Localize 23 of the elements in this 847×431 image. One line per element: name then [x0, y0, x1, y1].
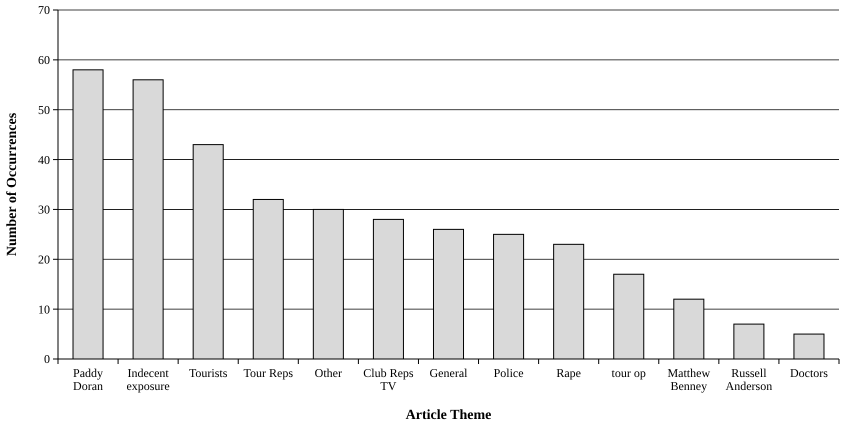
x-tick-label: Russell Anderson [726, 366, 772, 393]
x-tick-label: Rape [556, 366, 581, 380]
x-axis-title: Article Theme [406, 408, 492, 423]
y-tick-label: 40 [38, 152, 50, 167]
x-tick-label: Other [314, 366, 342, 380]
y-tick-label: 60 [38, 53, 50, 68]
y-tick-label: 10 [38, 302, 50, 316]
x-tick-label: Paddy Doran [73, 366, 104, 393]
x-tick-label: Club Reps TV [363, 366, 414, 393]
x-tick-label: Police [494, 366, 524, 380]
y-tick-label: 30 [38, 202, 50, 217]
y-tick-label: 0 [44, 352, 50, 366]
x-tick-label: Matthew Benney [667, 366, 710, 393]
y-tick-label: 70 [38, 3, 50, 18]
x-tick-label: General [430, 366, 468, 380]
y-tick-label: 50 [38, 102, 50, 117]
y-axis-title: Number of Occurrences [5, 112, 20, 256]
x-tick-label: Doctors [790, 366, 828, 380]
y-tick-label: 20 [38, 252, 50, 266]
x-tick-label: tour op [612, 366, 646, 380]
x-tick-label: Indecent exposure [126, 366, 170, 393]
x-tick-label: Tour Reps [244, 366, 294, 380]
x-tick-label: Tourists [188, 366, 228, 380]
